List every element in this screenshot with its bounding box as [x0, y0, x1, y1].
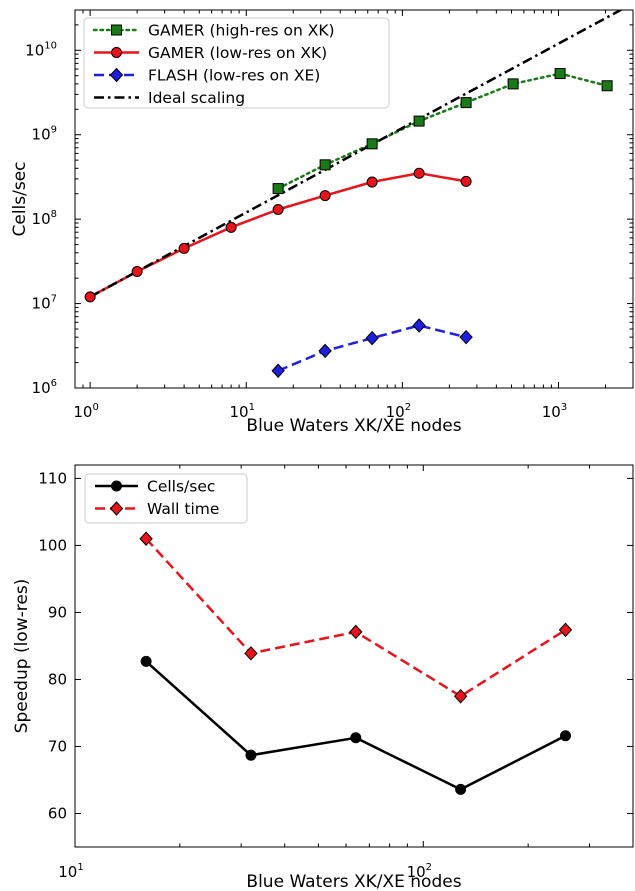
data-point	[559, 730, 571, 742]
data-point	[413, 167, 425, 179]
legend-item: GAMER (high-res on XK)	[92, 22, 335, 40]
legend-label: Cells/sec	[147, 478, 215, 496]
data-point	[413, 115, 425, 127]
x-axis-label: Blue Waters XK/XE nodes	[246, 872, 461, 891]
legend-label: Ideal scaling	[148, 89, 245, 107]
legend-item: FLASH (low-res on XE)	[94, 67, 320, 85]
data-point	[245, 749, 257, 761]
y-tick-label: 80	[48, 670, 67, 688]
data-point	[365, 330, 379, 346]
data-point	[225, 221, 237, 233]
y-tick-label: 108	[32, 209, 57, 228]
y-tick-label: 106	[32, 378, 57, 397]
data-point	[453, 688, 468, 704]
data-point	[558, 622, 573, 638]
data-point	[272, 204, 284, 216]
x-tick-label: 101	[230, 402, 255, 421]
legend-marker	[111, 480, 122, 492]
data-point	[271, 363, 285, 379]
legend-item: GAMER (low-res on XK)	[94, 44, 327, 62]
y-tick-label: 90	[48, 603, 67, 621]
x-tick-label: 102	[386, 402, 411, 421]
legend-item: Ideal scaling	[94, 89, 245, 107]
legend-label: FLASH (low-res on XE)	[148, 67, 320, 85]
data-point	[349, 624, 363, 640]
x-tick-label: 103	[542, 402, 567, 421]
legend-marker	[111, 24, 122, 36]
data-point	[350, 732, 362, 744]
series-1-markers	[84, 167, 472, 303]
series-0-markers	[140, 655, 571, 795]
legend-marker	[109, 501, 124, 516]
data-point	[460, 97, 472, 109]
data-point	[244, 646, 258, 661]
y-tick-label: 70	[48, 737, 67, 755]
data-point	[601, 80, 613, 92]
series-0-markers	[272, 68, 613, 195]
legend-label: GAMER (low-res on XK)	[148, 44, 327, 62]
data-point	[455, 783, 467, 795]
series-2-markers	[271, 318, 473, 379]
data-point	[459, 329, 473, 345]
y-axis-label: Speedup (low-res)	[12, 579, 32, 734]
data-point	[140, 655, 152, 667]
y-tick-label: 60	[48, 804, 67, 822]
legend: GAMER (high-res on XK) GAMER (low-res on …	[83, 17, 390, 109]
data-point	[178, 242, 190, 254]
data-point	[272, 183, 284, 195]
series-1-markers	[139, 531, 573, 704]
data-point	[366, 138, 378, 150]
series-line	[276, 72, 609, 190]
y-tick-label: 107	[32, 294, 57, 313]
data-point	[366, 176, 378, 188]
x-axis-label: Blue Waters XK/XE nodes	[246, 416, 461, 436]
y-tick-label: 1010	[25, 40, 57, 59]
data-point	[554, 68, 566, 80]
y-tick-label: 100	[38, 536, 67, 554]
legend-item: Cells/sec	[95, 478, 215, 496]
data-point	[319, 190, 331, 202]
cells-per-sec-panel: 100 101 102 103 106 107 108 109 1010 Blue Waters…	[10, 9, 634, 436]
legend-label: Wall time	[147, 500, 219, 518]
x-tick-label: 102	[407, 862, 432, 881]
legend-item: Wall time	[95, 500, 219, 518]
plot-frame	[74, 464, 634, 848]
y-tick-label: 109	[32, 125, 57, 144]
legend-marker	[111, 47, 122, 58]
legend-label: GAMER (high-res on XK)	[148, 22, 335, 40]
data-point	[460, 175, 472, 187]
data-point	[139, 531, 153, 546]
data-point	[412, 318, 426, 333]
speedup-panel: 101 102 60 70 80 90 100 110 Blue Waters XK/XE n…	[12, 464, 634, 891]
data-point	[318, 343, 332, 359]
legend-box	[83, 17, 390, 109]
data-point	[507, 78, 519, 90]
plot-frame	[74, 9, 634, 389]
x-tick-label: 100	[73, 402, 98, 421]
data-point	[84, 291, 96, 303]
data-point	[319, 159, 331, 171]
data-point	[131, 265, 143, 277]
x-tick-label: 101	[58, 862, 83, 881]
y-axis-label: Cells/sec	[10, 161, 30, 236]
series-0	[276, 72, 609, 190]
legend: Cells/sec Wall time	[84, 473, 248, 524]
legend-marker	[109, 67, 124, 83]
y-tick-label: 110	[38, 469, 67, 487]
